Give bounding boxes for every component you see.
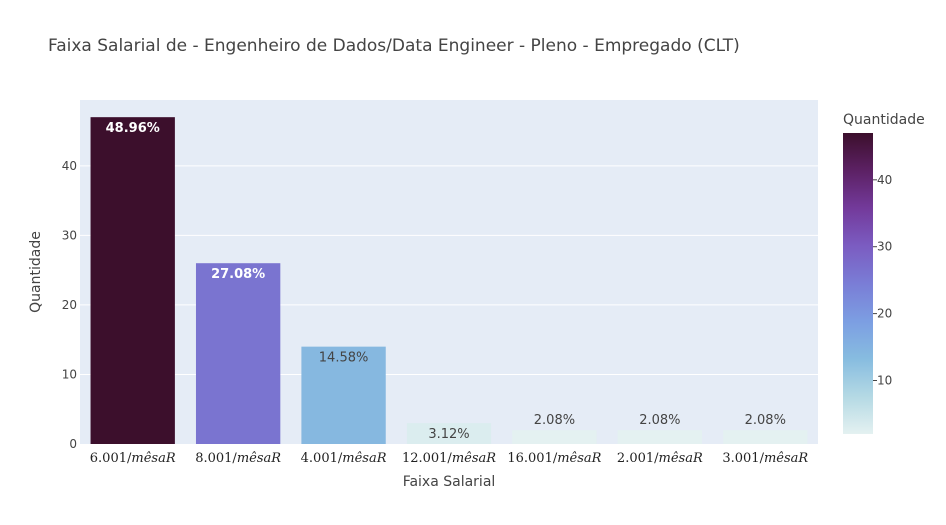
- y-axis-title: Quantidade: [28, 231, 44, 313]
- chart-title: Faixa Salarial de - Engenheiro de Dados/…: [48, 36, 740, 56]
- bar-label: 3.12%: [428, 427, 469, 442]
- bar: [723, 430, 808, 444]
- bar-label: 2.08%: [745, 413, 786, 428]
- plot-background: [80, 100, 818, 444]
- colorbar-tick-label: 40: [877, 173, 892, 187]
- bar: [195, 263, 281, 444]
- bar-label: 2.08%: [534, 413, 575, 428]
- y-tick-labels: 0 10 20 30 40: [62, 159, 77, 451]
- x-tick-label: 6.001/mêsaR: [90, 451, 176, 466]
- bar-label: 14.58%: [319, 351, 369, 366]
- x-tick-labels: 6.001/mêsaR 8.001/mêsaR 4.001/mêsaR 12.001/…: [90, 451, 809, 466]
- colorbar: [843, 133, 873, 434]
- x-tick-label: 3.001/mêsaR: [722, 451, 808, 466]
- bar-label: 27.08%: [211, 267, 265, 282]
- bar-labels: 48.96% 27.08% 14.58% 3.12% 2.08% 2.08% 2.08%: [106, 121, 786, 442]
- bar: [406, 423, 492, 444]
- bar: [512, 430, 597, 444]
- colorbar-tick-label: 20: [877, 307, 892, 321]
- colorbar-tick-label: 30: [877, 240, 892, 254]
- bar: [90, 117, 175, 444]
- colorbar-tick-label: 10: [877, 373, 892, 387]
- y-tick-label: 40: [62, 159, 77, 173]
- y-tick-label: 0: [69, 437, 77, 451]
- y-tick-label: 30: [62, 228, 77, 242]
- bar-label: 48.96%: [106, 121, 160, 136]
- bar: [301, 346, 386, 444]
- x-tick-label: 2.001/mêsaR: [617, 451, 703, 466]
- bars: [90, 117, 808, 444]
- bar: [617, 430, 703, 444]
- bar-label: 2.08%: [639, 413, 680, 428]
- x-tick-label: 16.001/mêsaR: [507, 451, 601, 466]
- y-tick-label: 20: [62, 298, 77, 312]
- colorbar-tick-labels: 10 20 30 40: [873, 173, 892, 387]
- x-tick-label: 12.001/mêsaR: [402, 451, 496, 466]
- x-tick-label: 4.001/mêsaR: [301, 451, 387, 466]
- y-tick-label: 10: [62, 367, 77, 381]
- x-tick-label: 8.001/mêsaR: [195, 451, 281, 466]
- colorbar-title: Quantidade: [843, 112, 925, 128]
- x-axis-title: Faixa Salarial: [403, 474, 496, 490]
